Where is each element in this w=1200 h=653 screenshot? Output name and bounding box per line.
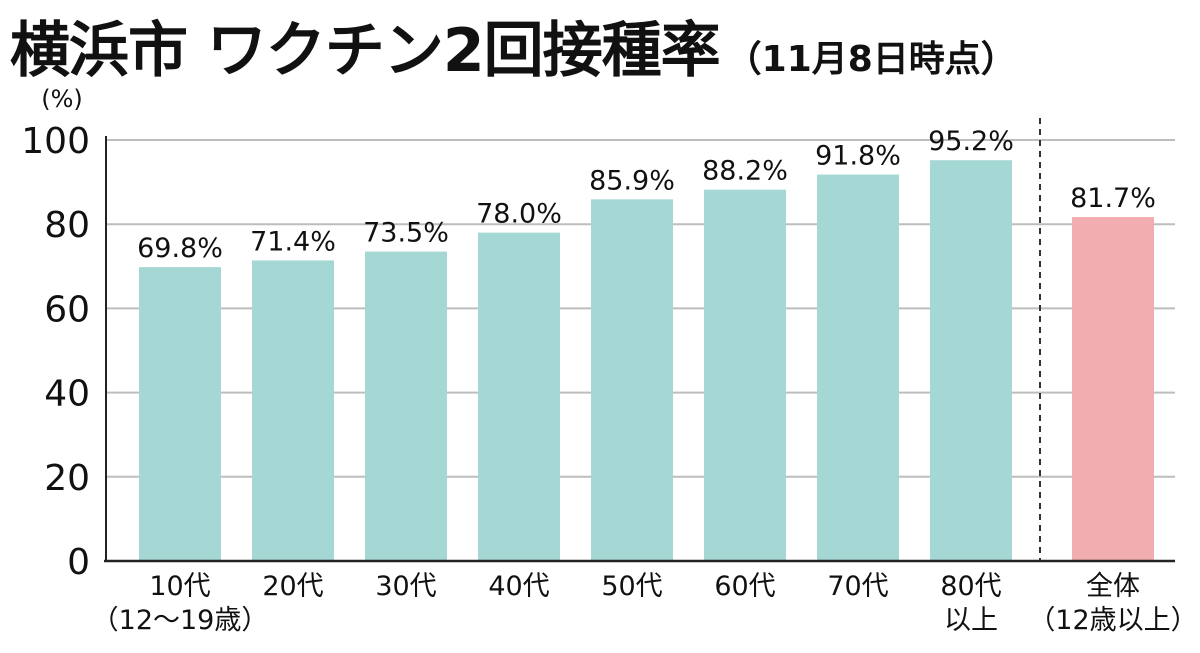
chart-title: 横浜市 ワクチン2回接種率 （11月8日時点） bbox=[10, 2, 1017, 86]
bar-value-label: 91.8% bbox=[815, 141, 901, 172]
bar bbox=[817, 174, 899, 561]
x-category-label: （12〜19歳） bbox=[92, 605, 269, 636]
x-category-label: 60代 bbox=[714, 571, 775, 602]
x-category-label: 以上 bbox=[944, 605, 998, 636]
bar-value-label: 85.9% bbox=[589, 165, 675, 196]
x-category-label: 20代 bbox=[262, 571, 323, 602]
bar bbox=[478, 232, 560, 561]
bar bbox=[591, 199, 673, 561]
y-tick-label: 0 bbox=[67, 542, 90, 583]
bar-value-label: 73.5% bbox=[363, 218, 449, 249]
bar bbox=[1072, 217, 1154, 561]
bar-value-label: 88.2% bbox=[702, 156, 788, 187]
y-tick-label: 60 bbox=[44, 289, 90, 330]
chart-title-date: （11月8日時点） bbox=[725, 39, 1017, 80]
x-category-label: 全体 bbox=[1086, 571, 1140, 602]
x-category-label: （12歳以上） bbox=[1028, 605, 1197, 636]
y-axis-unit-label: (%) bbox=[41, 85, 83, 113]
bar-value-label: 71.4% bbox=[250, 226, 336, 257]
y-tick-label: 40 bbox=[44, 374, 90, 415]
y-tick-label: 20 bbox=[44, 458, 90, 499]
y-tick-label: 80 bbox=[44, 205, 90, 246]
x-category-label: 50代 bbox=[601, 571, 662, 602]
x-category-label: 10代 bbox=[149, 571, 210, 602]
chart-title-main: 横浜市 ワクチン2回接種率 bbox=[10, 16, 721, 86]
bar-value-label: 69.8% bbox=[137, 233, 223, 264]
x-category-label: 30代 bbox=[375, 571, 436, 602]
x-category-label: 70代 bbox=[827, 571, 888, 602]
bar bbox=[252, 260, 334, 561]
x-category-label: 40代 bbox=[488, 571, 549, 602]
x-category-label: 80代 bbox=[940, 571, 1001, 602]
bar-value-label: 95.2% bbox=[928, 126, 1014, 157]
bar-value-label: 81.7% bbox=[1070, 183, 1156, 214]
bar bbox=[930, 160, 1012, 561]
bar bbox=[365, 251, 447, 561]
bar bbox=[704, 189, 786, 562]
bar bbox=[139, 267, 221, 561]
y-tick-label: 100 bbox=[21, 121, 90, 162]
bar-value-label: 78.0% bbox=[476, 199, 562, 230]
